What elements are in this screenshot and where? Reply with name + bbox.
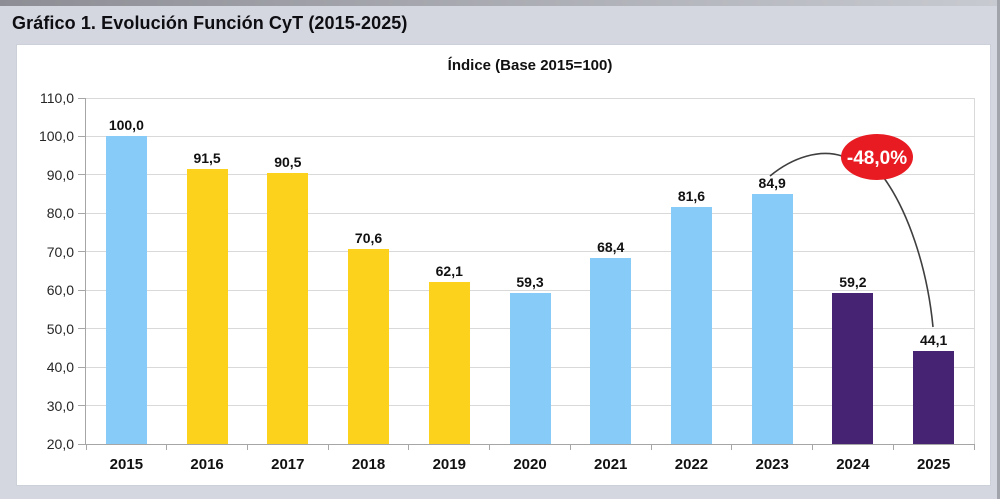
bar-2018 xyxy=(348,249,390,444)
y-axis-label: 100,0 xyxy=(38,128,74,145)
x-axis-line xyxy=(85,444,975,445)
x-axis-tick xyxy=(85,445,87,450)
x-axis-tick xyxy=(650,445,652,450)
bar-2022 xyxy=(670,207,712,444)
y-axis-label: 70,0 xyxy=(46,243,74,260)
bar-value-label: 59,3 xyxy=(516,273,544,290)
bar-value-label: 90,5 xyxy=(274,153,302,170)
gridline xyxy=(86,174,974,176)
gridline xyxy=(86,251,974,253)
bar-value-label: 91,5 xyxy=(193,150,221,167)
bar-2020 xyxy=(509,292,551,444)
bar-value-label: 70,6 xyxy=(354,230,383,247)
annotation-line-1 xyxy=(769,152,843,177)
bar-2016 xyxy=(186,169,228,444)
bar-2019 xyxy=(428,282,470,444)
x-axis-label: 2015 xyxy=(109,456,144,473)
bar-value-label: 68,4 xyxy=(597,238,625,255)
bar-2025 xyxy=(913,351,955,444)
y-axis-tick xyxy=(78,289,85,291)
y-axis-tick xyxy=(78,212,85,214)
x-axis-label: 2025 xyxy=(916,456,951,473)
y-axis-label: 20,0 xyxy=(46,436,74,452)
x-axis-label: 2023 xyxy=(755,456,789,473)
y-axis-tick xyxy=(78,405,85,407)
chart-title: Índice (Base 2015=100) xyxy=(447,57,613,74)
x-axis-tick xyxy=(569,445,571,450)
y-axis-tick xyxy=(78,443,85,445)
x-axis-label: 2020 xyxy=(513,456,547,473)
y-axis-label: 30,0 xyxy=(46,397,74,414)
x-axis-tick xyxy=(408,445,410,450)
bar-value-label: 44,1 xyxy=(920,332,948,349)
y-axis-label: 80,0 xyxy=(46,205,74,222)
y-axis-label: 40,0 xyxy=(46,359,74,376)
x-axis-tick xyxy=(731,445,733,450)
x-axis-label: 2021 xyxy=(594,456,628,473)
x-axis-label: 2017 xyxy=(271,456,305,473)
bar-value-label: 81,6 xyxy=(677,188,706,205)
window-right-edge xyxy=(997,0,1000,499)
y-axis-label: 50,0 xyxy=(46,320,74,337)
gridline xyxy=(86,135,974,137)
page-title: Gráfico 1. Evolución Función CyT (2015-2… xyxy=(12,13,408,33)
plot-right-border xyxy=(974,98,975,444)
bar-2021 xyxy=(590,257,632,444)
y-axis-tick xyxy=(78,174,85,176)
y-axis-label: 90,0 xyxy=(46,166,74,183)
bar-value-label: 84,9 xyxy=(758,175,786,192)
annotation-label: -48,0% xyxy=(847,148,907,169)
y-axis-tick xyxy=(78,328,85,330)
bar-2015 xyxy=(105,136,147,444)
x-axis-tick xyxy=(973,445,975,450)
y-axis-tick xyxy=(78,251,85,253)
x-axis-tick xyxy=(892,445,894,450)
window-top-edge xyxy=(0,0,1000,6)
gridline xyxy=(86,212,974,214)
gridline xyxy=(86,97,974,99)
x-axis-label: 2024 xyxy=(836,456,870,473)
bar-value-label: 59,2 xyxy=(839,274,867,291)
x-axis-tick xyxy=(327,445,329,450)
gridline xyxy=(86,289,974,291)
x-axis-label: 2016 xyxy=(190,456,224,473)
y-axis-label: 60,0 xyxy=(46,282,74,299)
bar-2024 xyxy=(832,293,874,444)
bar-value-label: 100,0 xyxy=(108,117,144,134)
y-axis-line xyxy=(85,98,86,445)
x-axis-tick xyxy=(166,445,168,450)
y-axis-tick xyxy=(78,366,85,368)
y-axis-label: 110,0 xyxy=(40,90,74,106)
x-axis-tick xyxy=(246,445,248,450)
y-axis-tick xyxy=(78,97,85,99)
bar-value-label: 62,1 xyxy=(435,263,463,280)
bar-2023 xyxy=(751,194,793,444)
x-axis-tick xyxy=(489,445,491,450)
x-axis-tick xyxy=(812,445,814,450)
annotation-ellipse xyxy=(841,134,913,180)
y-axis-tick xyxy=(78,135,85,137)
x-axis-label: 2022 xyxy=(674,456,709,473)
chart-panel: Índice (Base 2015=100) 110,0 100,0 90,0 80,… xyxy=(16,44,991,486)
bar-2017 xyxy=(267,172,309,444)
x-axis-label: 2019 xyxy=(432,456,466,473)
plot-area: 110,0 100,0 90,0 80,0 70,0 60,0 50,0 40,0 30,0 20… xyxy=(39,91,975,473)
x-axis-label: 2018 xyxy=(351,456,386,473)
annotation-line-2 xyxy=(883,177,934,328)
